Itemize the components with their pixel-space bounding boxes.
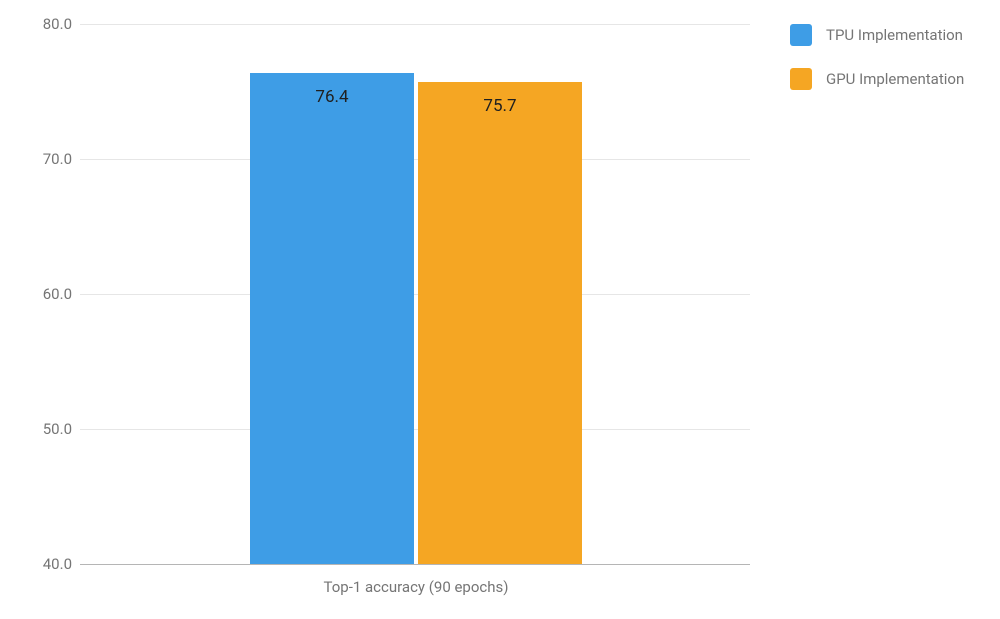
y-tick-label: 80.0 [28,15,72,33]
legend-item: TPU Implementation [790,24,964,46]
legend-swatch [790,68,812,90]
legend: TPU Implementation GPU Implementation [790,24,964,112]
legend-swatch [790,24,812,46]
chart-container: 40.050.060.070.080.076.475.7 Top-1 accur… [0,0,1000,619]
bar-group: 76.475.7 [250,24,582,564]
legend-item: GPU Implementation [790,68,964,90]
bar-tpu-implementation: 76.4 [250,73,414,564]
x-axis-category-label: Top-1 accuracy (90 epochs) [250,578,582,596]
gridline [80,564,750,565]
legend-label: GPU Implementation [826,70,964,88]
plot-area: 40.050.060.070.080.076.475.7 [80,24,750,564]
y-tick-label: 60.0 [28,285,72,303]
bar-gpu-implementation: 75.7 [418,82,582,564]
legend-label: TPU Implementation [826,26,963,44]
bar-value-label: 76.4 [250,87,414,107]
bar-value-label: 75.7 [418,96,582,116]
y-tick-label: 70.0 [28,150,72,168]
y-tick-label: 50.0 [28,420,72,438]
y-tick-label: 40.0 [28,555,72,573]
